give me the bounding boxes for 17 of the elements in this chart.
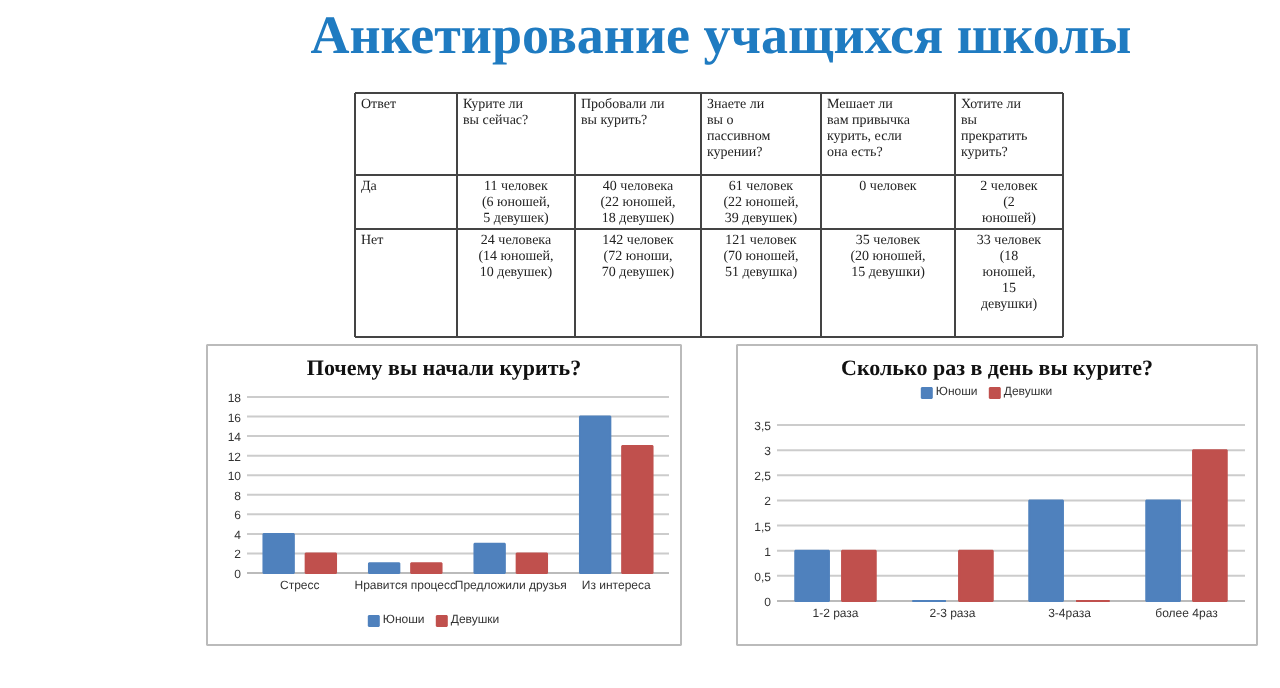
bar [367,562,401,574]
bar [621,444,654,574]
bar [1192,449,1228,602]
chart-title: Почему вы начали курить? [306,357,582,381]
text: Анкетирование учащихся школы [310,5,1132,65]
bar [841,549,877,602]
bar [1145,499,1181,602]
chart-title: Сколько раз в день вы курите? [841,357,1153,381]
bar [1028,499,1064,602]
bar [578,415,612,574]
bar [473,542,506,574]
bar [410,562,443,574]
bar [304,552,338,574]
bar [262,532,295,574]
bar [515,552,549,574]
bar [794,549,830,602]
bar [958,549,994,602]
